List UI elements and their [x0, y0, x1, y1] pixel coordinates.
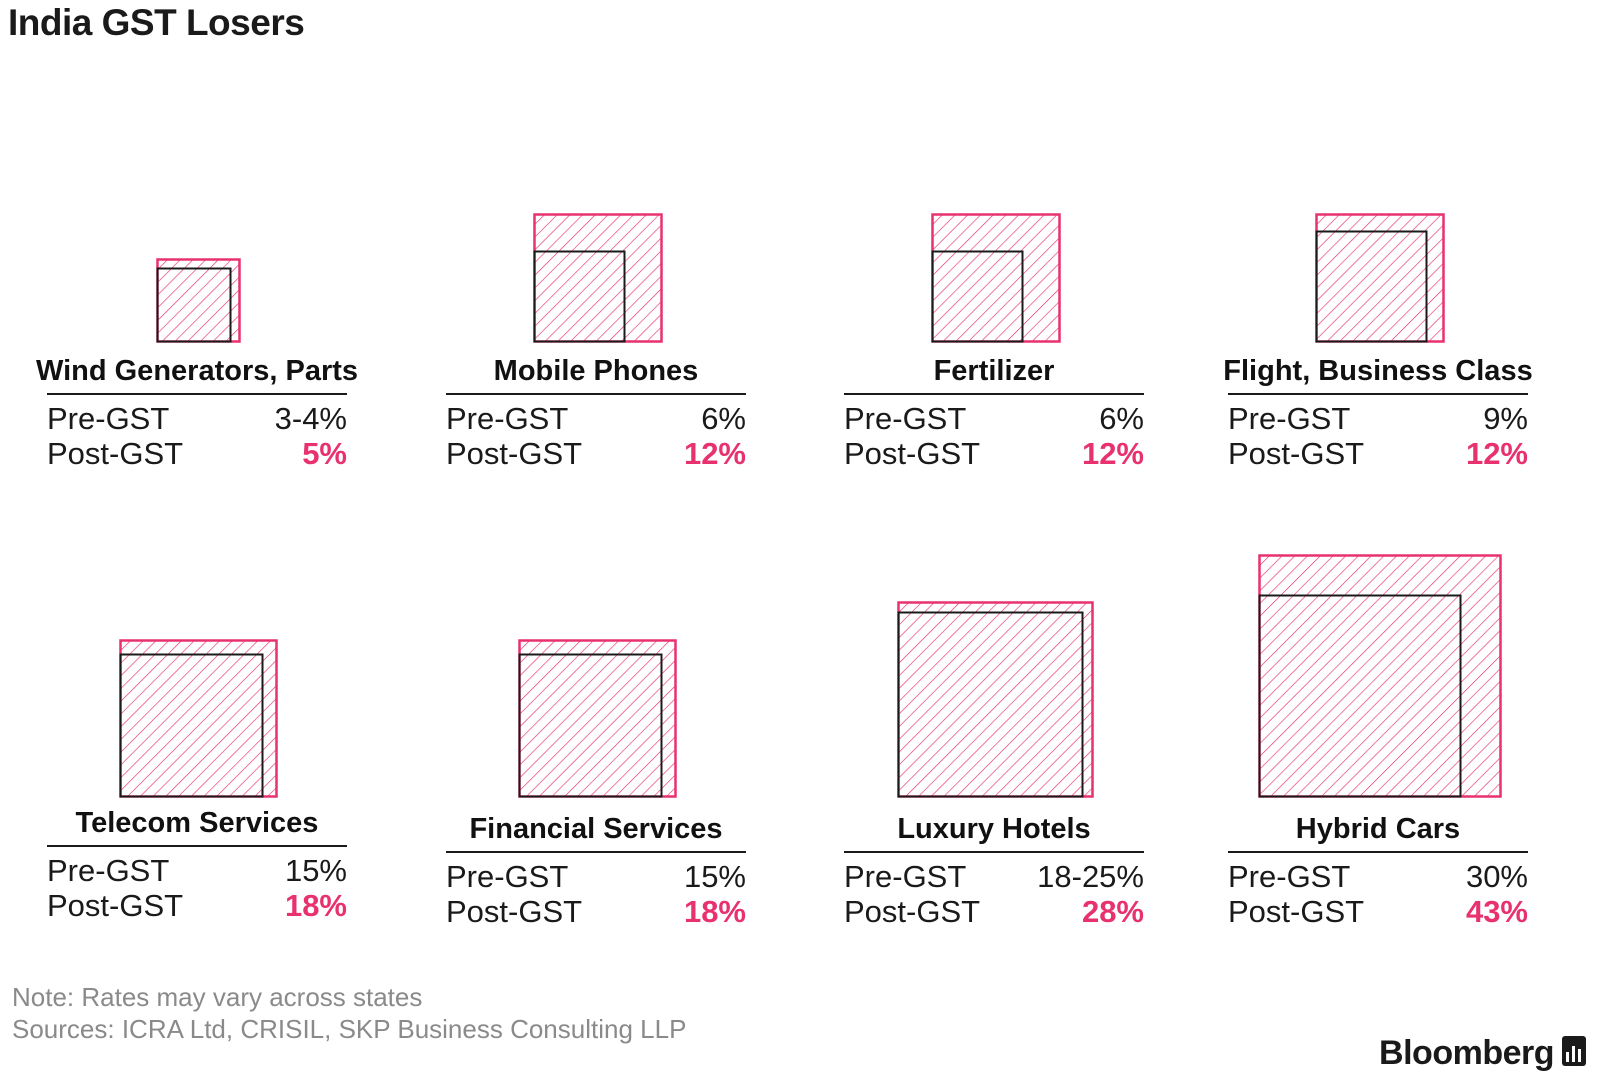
item-rule — [47, 393, 347, 395]
pre-gst-label: Pre-GST — [446, 401, 569, 436]
item-name: Wind Generators, Parts — [35, 355, 359, 387]
pre-gst-row: Pre-GST 6% — [446, 401, 746, 437]
post-gst-square — [533, 213, 663, 343]
pre-gst-square — [1258, 594, 1462, 798]
pre-gst-label: Pre-GST — [844, 401, 967, 436]
item-name: Financial Services — [469, 813, 723, 845]
post-gst-value: 12% — [1465, 436, 1528, 471]
post-gst-label: Post-GST — [1228, 894, 1365, 929]
post-gst-value: 12% — [1081, 436, 1144, 471]
post-gst-value: 5% — [302, 436, 347, 471]
pre-gst-label: Pre-GST — [47, 853, 170, 888]
pre-gst-row: Pre-GST 9% — [1228, 401, 1528, 437]
item-name: Luxury Hotels — [897, 813, 1091, 845]
pre-gst-label: Pre-GST — [47, 401, 170, 436]
post-gst-row: Post-GST 43% — [1228, 894, 1528, 930]
rate-squares — [1315, 213, 1445, 343]
pre-gst-row: Pre-GST 30% — [1228, 859, 1528, 895]
pre-gst-label: Pre-GST — [844, 859, 967, 894]
pre-gst-square — [533, 250, 626, 343]
item-name: Hybrid Cars — [1295, 813, 1461, 845]
post-gst-value: 18% — [683, 894, 746, 929]
post-gst-label: Post-GST — [1228, 436, 1365, 471]
post-gst-square — [1315, 213, 1445, 343]
rate-squares — [897, 601, 1094, 798]
item-rule — [446, 851, 746, 853]
post-gst-label: Post-GST — [844, 894, 981, 929]
post-gst-value: 12% — [683, 436, 746, 471]
pre-gst-value: 6% — [701, 401, 746, 436]
item-rule — [844, 851, 1144, 853]
post-gst-row: Post-GST 18% — [446, 894, 746, 930]
item-name: Mobile Phones — [493, 355, 699, 387]
rate-squares — [156, 258, 241, 343]
rate-squares — [119, 639, 278, 798]
sources: Sources: ICRA Ltd, CRISIL, SKP Business … — [12, 1014, 687, 1044]
post-gst-label: Post-GST — [844, 436, 981, 471]
pre-gst-row: Pre-GST 15% — [47, 853, 347, 889]
post-gst-square — [119, 639, 278, 798]
item-rule — [844, 393, 1144, 395]
chart-title: India GST Losers — [8, 2, 305, 43]
item-rule — [446, 393, 746, 395]
pre-gst-value: 3-4% — [274, 401, 347, 436]
post-gst-square — [156, 258, 241, 343]
post-gst-square — [931, 213, 1061, 343]
pre-gst-label: Pre-GST — [446, 859, 569, 894]
item-rule — [1228, 393, 1528, 395]
pre-gst-square — [897, 611, 1084, 798]
post-gst-row: Post-GST 12% — [446, 436, 746, 472]
item-rule — [47, 845, 347, 847]
post-gst-label: Post-GST — [446, 894, 583, 929]
rate-squares — [518, 639, 677, 798]
pre-gst-square — [518, 653, 663, 798]
item-name: Telecom Services — [75, 807, 319, 839]
brand-name: Bloomberg — [1379, 1034, 1554, 1072]
pre-gst-value: 6% — [1099, 401, 1144, 436]
post-gst-value: 43% — [1465, 894, 1528, 929]
pre-gst-row: Pre-GST 6% — [844, 401, 1144, 437]
pre-gst-value: 30% — [1465, 859, 1528, 894]
footnote: Note: Rates may vary across states — [12, 982, 423, 1012]
pre-gst-square — [156, 267, 232, 343]
brand: Bloomberg — [1379, 1034, 1586, 1073]
pre-gst-value: 9% — [1483, 401, 1528, 436]
rate-squares — [533, 213, 663, 343]
post-gst-square — [897, 601, 1094, 798]
post-gst-value: 18% — [284, 888, 347, 923]
pre-gst-square — [931, 250, 1024, 343]
post-gst-row: Post-GST 12% — [844, 436, 1144, 472]
post-gst-row: Post-GST 28% — [844, 894, 1144, 930]
post-gst-label: Post-GST — [47, 888, 184, 923]
item-name: Fertilizer — [933, 355, 1055, 387]
pre-gst-label: Pre-GST — [1228, 401, 1351, 436]
post-gst-row: Post-GST 18% — [47, 888, 347, 924]
pre-gst-row: Pre-GST 3-4% — [47, 401, 347, 437]
item-name: Flight, Business Class — [1223, 355, 1533, 387]
pre-gst-square — [1315, 230, 1428, 343]
bloomberg-chart-icon — [1562, 1036, 1586, 1071]
pre-gst-value: 15% — [284, 853, 347, 888]
pre-gst-value: 18-25% — [1037, 859, 1144, 894]
post-gst-square — [518, 639, 677, 798]
pre-gst-value: 15% — [683, 859, 746, 894]
post-gst-row: Post-GST 5% — [47, 436, 347, 472]
post-gst-value: 28% — [1081, 894, 1144, 929]
rate-squares — [1258, 554, 1502, 798]
pre-gst-row: Pre-GST 15% — [446, 859, 746, 895]
pre-gst-label: Pre-GST — [1228, 859, 1351, 894]
post-gst-row: Post-GST 12% — [1228, 436, 1528, 472]
rate-squares — [931, 213, 1061, 343]
post-gst-square — [1258, 554, 1502, 798]
post-gst-label: Post-GST — [446, 436, 583, 471]
pre-gst-square — [119, 653, 264, 798]
item-rule — [1228, 851, 1528, 853]
post-gst-label: Post-GST — [47, 436, 184, 471]
pre-gst-row: Pre-GST 18-25% — [844, 859, 1144, 895]
